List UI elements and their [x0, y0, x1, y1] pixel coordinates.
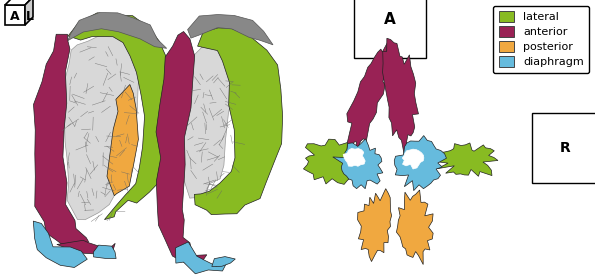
Polygon shape — [107, 85, 139, 196]
Polygon shape — [343, 148, 365, 166]
Text: A: A — [10, 9, 20, 23]
Polygon shape — [61, 33, 139, 220]
Polygon shape — [435, 143, 498, 176]
Polygon shape — [396, 190, 433, 264]
Polygon shape — [68, 13, 174, 220]
Polygon shape — [156, 32, 207, 269]
Polygon shape — [394, 136, 446, 191]
Polygon shape — [347, 41, 390, 155]
Polygon shape — [187, 15, 273, 45]
Polygon shape — [176, 242, 227, 274]
Polygon shape — [195, 28, 283, 215]
Polygon shape — [25, 0, 33, 25]
Polygon shape — [33, 221, 87, 268]
Polygon shape — [402, 149, 424, 169]
Polygon shape — [303, 139, 362, 184]
Polygon shape — [57, 240, 115, 254]
Legend: lateral, anterior, posterior, diaphragm: lateral, anterior, posterior, diaphragm — [493, 6, 590, 73]
Polygon shape — [358, 189, 392, 261]
Polygon shape — [333, 139, 383, 189]
Polygon shape — [5, 0, 33, 5]
Polygon shape — [93, 245, 116, 259]
Polygon shape — [5, 5, 25, 25]
Polygon shape — [68, 13, 167, 48]
Polygon shape — [383, 38, 418, 163]
Polygon shape — [33, 34, 89, 252]
Polygon shape — [180, 43, 234, 198]
Text: R: R — [560, 141, 571, 155]
Text: L: L — [26, 9, 34, 23]
Text: A: A — [384, 12, 396, 27]
Polygon shape — [212, 257, 235, 266]
